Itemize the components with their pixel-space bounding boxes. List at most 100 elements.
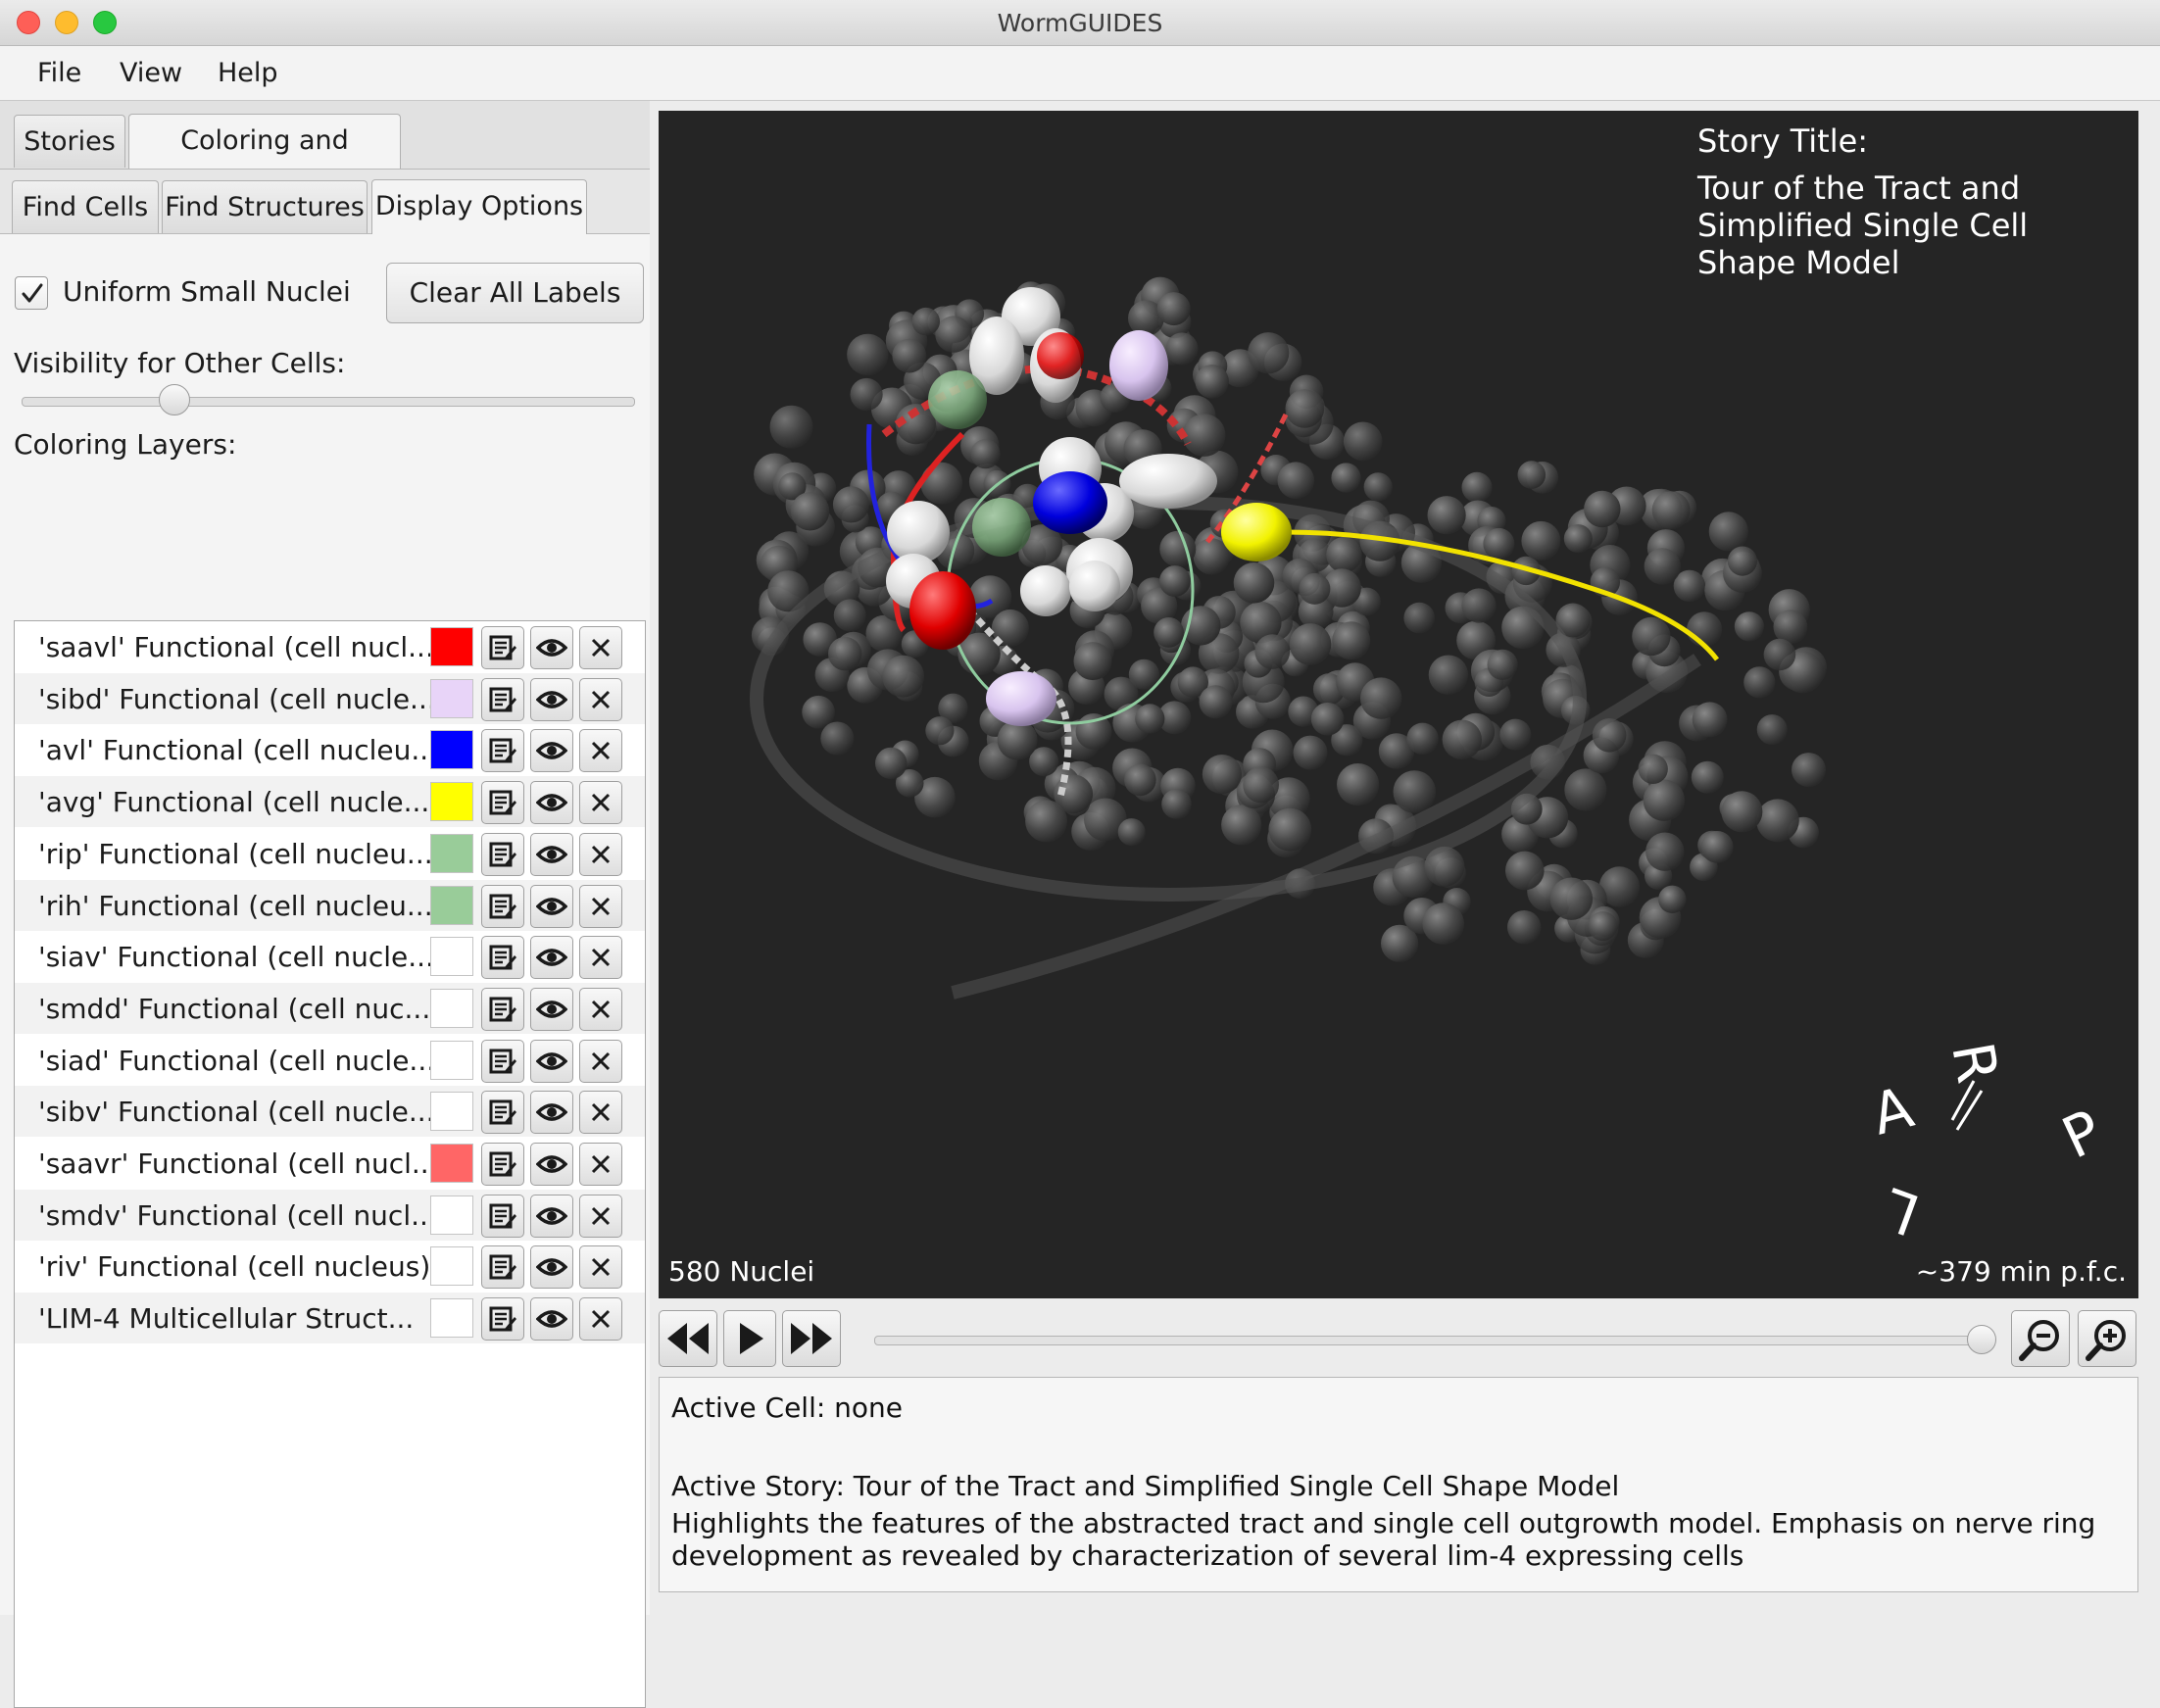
tab-stories[interactable]: Stories — [14, 115, 125, 168]
tab-coloring-and-display[interactable]: Coloring and Display — [128, 114, 401, 209]
toggle-visibility-button[interactable] — [530, 1194, 573, 1238]
toggle-visibility-button[interactable] — [530, 884, 573, 928]
toggle-visibility-button[interactable] — [530, 1245, 573, 1290]
edit-layer-button[interactable] — [481, 987, 524, 1031]
coloring-layer-row[interactable]: 'smdd' Functional (cell nuc... — [15, 982, 645, 1034]
edit-layer-button[interactable] — [481, 1039, 524, 1083]
zoom-in-button[interactable] — [2078, 1310, 2136, 1367]
color-swatch[interactable] — [430, 1195, 473, 1235]
time-slider-track[interactable] — [874, 1336, 1984, 1345]
color-swatch[interactable] — [430, 1144, 473, 1183]
menu-view[interactable]: View — [120, 58, 183, 88]
edit-layer-button[interactable] — [481, 1245, 524, 1290]
delete-layer-button[interactable] — [579, 1297, 622, 1342]
coloring-layer-row[interactable]: 'siav' Functional (cell nucle... — [15, 931, 645, 982]
color-swatch[interactable] — [430, 1092, 473, 1132]
edit-layer-button[interactable] — [481, 1194, 524, 1238]
visibility-slider-track[interactable] — [22, 397, 635, 407]
delete-layer-button[interactable] — [579, 626, 622, 669]
coloring-layer-row[interactable]: 'avl' Functional (cell nucleu... — [15, 724, 645, 775]
embryo-3d-viewer[interactable]: A R P L Story Title: Tour of the Tract a… — [659, 111, 2138, 1298]
edit-layer-button[interactable] — [481, 936, 524, 980]
fast-forward-button[interactable] — [782, 1310, 841, 1367]
delete-layer-button[interactable] — [579, 781, 622, 825]
coloring-layer-row[interactable]: 'LIM-4 Multicellular Struct... — [15, 1293, 645, 1344]
delete-layer-button[interactable] — [579, 1245, 622, 1290]
coloring-layer-row[interactable]: 'rih' Functional (cell nucleu... — [15, 879, 645, 931]
coloring-layer-row[interactable]: 'sibd' Functional (cell nucle... — [15, 672, 645, 724]
zoom-out-button[interactable] — [2011, 1310, 2070, 1367]
menu-help[interactable]: Help — [218, 58, 278, 88]
color-swatch[interactable] — [430, 833, 473, 873]
color-swatch[interactable] — [430, 782, 473, 822]
menu-file[interactable]: File — [37, 58, 82, 88]
saavl-cell — [909, 571, 976, 650]
delete-layer-button[interactable] — [579, 832, 622, 876]
nucleus — [1268, 807, 1312, 852]
edit-layer-button[interactable] — [481, 729, 524, 773]
toggle-visibility-button[interactable] — [530, 1297, 573, 1342]
edit-layer-button[interactable] — [481, 781, 524, 825]
delete-layer-button[interactable] — [579, 1091, 622, 1135]
edit-layer-button[interactable] — [481, 1297, 524, 1342]
toggle-visibility-button[interactable] — [530, 729, 573, 773]
coloring-layer-row[interactable]: 'sibv' Functional (cell nucle... — [15, 1086, 645, 1138]
tab-find-structures[interactable]: Find Structures — [162, 180, 368, 233]
toggle-visibility-button[interactable] — [530, 677, 573, 721]
delete-layer-button[interactable] — [579, 1194, 622, 1238]
delete-layer-button[interactable] — [579, 936, 622, 980]
maximize-window-button[interactable] — [93, 11, 117, 34]
color-swatch[interactable] — [430, 1246, 473, 1287]
rewind-button[interactable] — [659, 1310, 717, 1367]
delete-layer-button[interactable] — [579, 677, 622, 721]
time-slider-thumb[interactable] — [1967, 1325, 1996, 1354]
delete-layer-button[interactable] — [579, 1039, 622, 1083]
coloring-layer-row[interactable]: 'riv' Functional (cell nucleus) — [15, 1241, 645, 1292]
coloring-layer-row[interactable]: 'smdv' Functional (cell nucl... — [15, 1189, 645, 1241]
color-swatch[interactable] — [430, 678, 473, 718]
edit-layer-button[interactable] — [481, 1143, 524, 1186]
color-swatch[interactable] — [430, 1040, 473, 1080]
color-swatch[interactable] — [430, 730, 473, 770]
embryo-scene[interactable]: A R P L — [659, 111, 2138, 1298]
color-swatch[interactable] — [430, 988, 473, 1028]
delete-layer-button[interactable] — [579, 1143, 622, 1186]
minimize-window-button[interactable] — [55, 11, 78, 34]
coloring-layer-row[interactable]: 'saavl' Functional (cell nucl... — [15, 621, 645, 672]
coloring-layer-row[interactable]: 'saavr' Functional (cell nucl... — [15, 1138, 645, 1189]
edit-layer-button[interactable] — [481, 832, 524, 876]
toggle-visibility-button[interactable] — [530, 1039, 573, 1083]
delete-layer-button[interactable] — [579, 729, 622, 773]
tab-display-options[interactable]: Display Options — [371, 179, 587, 234]
nucleus — [1584, 490, 1621, 528]
edit-layer-button[interactable] — [481, 1091, 524, 1135]
uniform-small-nuclei-checkbox[interactable] — [15, 276, 48, 310]
coloring-layer-row[interactable]: 'avg' Functional (cell nucle... — [15, 776, 645, 828]
edit-layer-button[interactable] — [481, 884, 524, 928]
edit-layer-button[interactable] — [481, 677, 524, 721]
toggle-visibility-button[interactable] — [530, 936, 573, 980]
play-button[interactable] — [723, 1310, 776, 1367]
toggle-visibility-button[interactable] — [530, 781, 573, 825]
close-window-button[interactable] — [17, 11, 40, 34]
color-swatch[interactable] — [430, 885, 473, 925]
color-swatch[interactable] — [430, 937, 473, 977]
coloring-layer-row[interactable]: 'siad' Functional (cell nucle... — [15, 1035, 645, 1086]
color-swatch[interactable] — [430, 627, 473, 666]
visibility-slider-thumb[interactable] — [159, 384, 190, 415]
toggle-visibility-button[interactable] — [530, 626, 573, 669]
toggle-visibility-button[interactable] — [530, 1143, 573, 1186]
toggle-visibility-button[interactable] — [530, 1091, 573, 1135]
coloring-layer-row[interactable]: 'rip' Functional (cell nucleu... — [15, 828, 645, 879]
edit-layer-button[interactable] — [481, 626, 524, 669]
toggle-visibility-button[interactable] — [530, 987, 573, 1031]
nucleus — [1177, 666, 1208, 698]
color-swatch[interactable] — [430, 1298, 473, 1339]
toggle-visibility-button[interactable] — [530, 832, 573, 876]
coloring-layer-name: 'siav' Functional (cell nucle... — [38, 941, 434, 974]
nucleus — [850, 377, 883, 412]
delete-layer-button[interactable] — [579, 987, 622, 1031]
delete-layer-button[interactable] — [579, 884, 622, 928]
clear-all-labels-button[interactable]: Clear All Labels — [386, 263, 644, 323]
tab-find-cells[interactable]: Find Cells — [12, 180, 159, 233]
